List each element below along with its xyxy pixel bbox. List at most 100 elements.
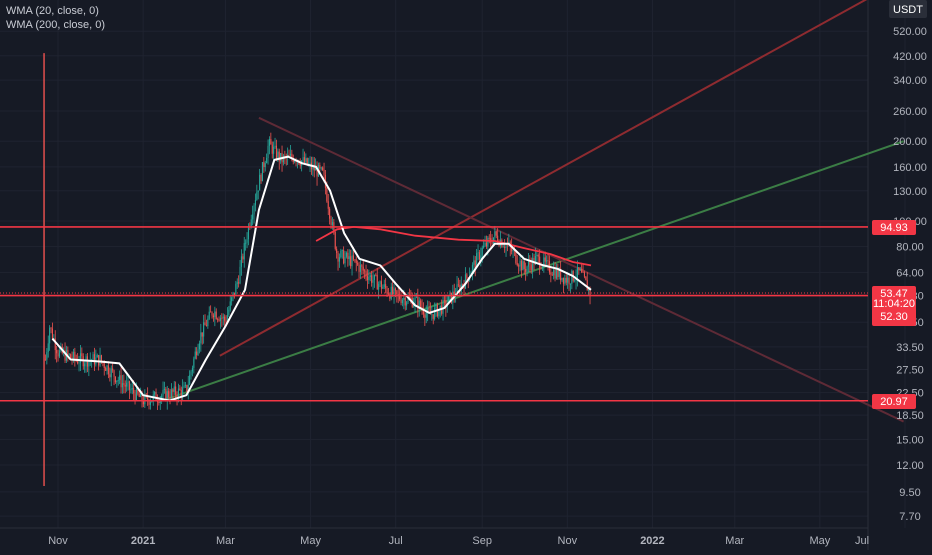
price-tag-lower — [872, 394, 916, 409]
candle-body — [555, 269, 557, 279]
candle-body — [110, 368, 112, 378]
currency-badge[interactable] — [889, 0, 927, 18]
candle-body — [330, 218, 332, 225]
candle-body — [337, 252, 339, 262]
candle-body — [54, 338, 56, 351]
price-axis[interactable]: 7.709.5012.0015.0018.5022.5027.5033.5041… — [893, 26, 927, 523]
candle-body — [364, 270, 366, 272]
candle-body — [49, 327, 51, 344]
candle-body — [386, 288, 388, 294]
time-axis-tick: Jul — [855, 535, 869, 547]
candle-body — [407, 296, 409, 303]
candle-body — [408, 296, 410, 298]
candle-body — [393, 288, 395, 295]
candle-body — [313, 164, 315, 171]
candle-body — [323, 169, 325, 175]
candle-body — [420, 300, 422, 308]
candle-body — [246, 239, 248, 243]
candle-body — [170, 389, 172, 399]
horizontal-lines[interactable] — [0, 226, 868, 402]
candle-body — [459, 285, 461, 292]
price-axis-tick: 420.00 — [893, 51, 927, 63]
candle-body — [194, 351, 196, 359]
candle-body — [495, 231, 497, 236]
candle-body — [57, 353, 59, 357]
time-axis-tick: 2021 — [131, 535, 155, 547]
price-tag-current — [872, 286, 916, 326]
candle-body — [392, 286, 394, 295]
candle-body — [350, 256, 352, 267]
candle-body — [177, 388, 179, 398]
candle-body — [351, 255, 353, 267]
candle-body — [116, 380, 118, 383]
candle-body — [123, 383, 125, 385]
candle-body — [56, 350, 58, 354]
candle-body — [222, 316, 224, 319]
candle-body — [373, 274, 375, 280]
candle-body — [245, 242, 247, 244]
candle-body — [564, 277, 566, 284]
candle-body — [464, 274, 466, 289]
candle-body — [539, 256, 541, 268]
candle-body — [445, 299, 447, 308]
legend-wma200[interactable]: WMA (200, close, 0) — [6, 19, 106, 31]
candle-body — [477, 252, 479, 254]
candle-body — [236, 282, 238, 284]
time-axis-tick: Mar — [725, 535, 744, 547]
candle-body — [299, 163, 301, 166]
candle-body — [372, 279, 374, 283]
candle-body — [340, 250, 342, 258]
candle-body — [50, 327, 52, 329]
price-axis-tick: 340.00 — [893, 75, 927, 87]
candle-body — [382, 286, 384, 289]
candle-body — [149, 402, 151, 405]
candle-body — [431, 314, 433, 316]
time-axis-tick: Nov — [48, 535, 68, 547]
candle-body — [208, 311, 210, 319]
price-axis-tick: 260.00 — [893, 106, 927, 118]
candle-body — [112, 368, 114, 371]
candle-body — [476, 253, 478, 268]
time-axis[interactable]: Nov 2021 Mar May Jul Sep Nov 2022 Mar May Jul — [48, 535, 869, 547]
candle-body — [546, 260, 548, 262]
price-axis-tick: 520.00 — [893, 26, 927, 38]
legend-wma20[interactable]: WMA (20, close, 0) — [6, 5, 99, 17]
candle-body — [406, 302, 408, 306]
candle-body — [487, 237, 489, 247]
candle-body — [84, 363, 86, 367]
price-axis-tick: 33.50 — [896, 342, 924, 354]
candle-body — [175, 386, 177, 395]
candle-body — [466, 274, 468, 278]
candle-body — [520, 260, 522, 271]
candle-body — [74, 351, 76, 359]
price-axis-tick: 15.00 — [896, 434, 924, 446]
candle-body — [362, 266, 364, 271]
candle-body — [474, 260, 476, 268]
candle-body — [210, 311, 212, 313]
candle-body — [261, 162, 263, 182]
candle-body — [204, 322, 206, 326]
candle-body — [567, 277, 569, 283]
price-tag-upper-text: 94.93 — [880, 222, 908, 234]
candle-body — [109, 374, 111, 378]
trend-line-green — [162, 140, 904, 402]
candle-body — [312, 164, 314, 170]
candle-body — [138, 393, 140, 397]
candle-body — [375, 274, 377, 276]
candle-body — [366, 276, 368, 281]
candle-body — [385, 284, 387, 289]
price-axis-tick: 12.00 — [896, 460, 924, 472]
candle-body — [68, 354, 70, 356]
candle-body — [315, 167, 317, 171]
candle-body — [58, 350, 60, 357]
candle-body — [473, 260, 475, 265]
candle-body — [133, 387, 135, 394]
candle-body — [154, 392, 156, 395]
candle-body — [189, 375, 191, 385]
candle-body — [504, 246, 506, 248]
price-tag-current-price: 53.47 — [880, 288, 908, 300]
candle-body — [198, 343, 200, 350]
